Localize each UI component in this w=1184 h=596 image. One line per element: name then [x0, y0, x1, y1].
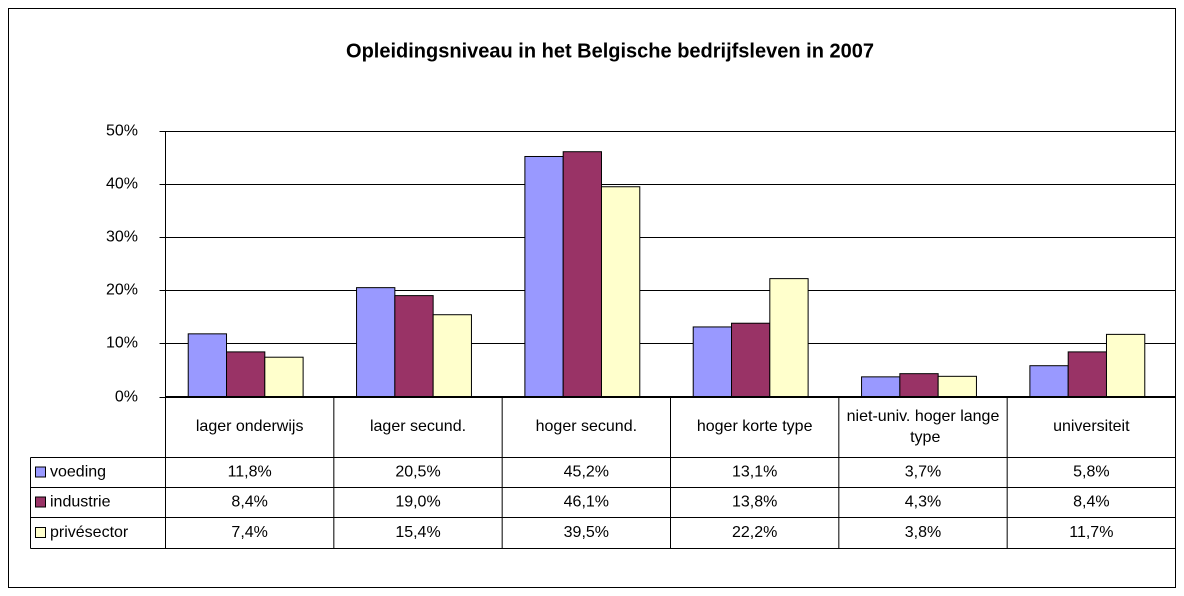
- table-value: 8,4%: [231, 494, 267, 511]
- table-value: 4,3%: [905, 494, 941, 511]
- x-tick-label: hoger secund.: [536, 418, 637, 435]
- table-value: 3,7%: [905, 464, 941, 481]
- bar: [692, 326, 733, 397]
- y-tick-label: 0%: [115, 389, 138, 406]
- table-value: 19,0%: [395, 494, 440, 511]
- table-value: 8,4%: [1073, 494, 1109, 511]
- y-tick-label: 10%: [106, 335, 138, 352]
- y-tick-label: 40%: [106, 176, 138, 193]
- bar: [600, 186, 641, 397]
- table-value: 15,4%: [395, 524, 440, 541]
- bar: [861, 376, 901, 397]
- table-value: 39,5%: [564, 524, 609, 541]
- legend-key: [35, 466, 46, 478]
- table-value: 11,7%: [1069, 524, 1113, 541]
- table-value: 5,8%: [1073, 464, 1109, 481]
- x-tick-label: niet-univ. hoger lange type: [847, 408, 1000, 446]
- legend-key: [35, 527, 46, 538]
- bar: [1067, 351, 1107, 397]
- bar: [394, 295, 434, 397]
- legend-label: industrie: [50, 494, 111, 511]
- y-tick-label: 30%: [106, 229, 138, 246]
- table-value: 45,2%: [564, 464, 609, 481]
- bar: [731, 322, 771, 397]
- bar: [1029, 365, 1069, 397]
- table-value: 7,4%: [231, 524, 267, 541]
- x-tick-label: hoger korte type: [697, 418, 813, 435]
- bar: [264, 356, 304, 397]
- legend-label: privésector: [50, 524, 129, 541]
- chart-title: Opleidingsniveau in het Belgische bedrij…: [346, 40, 874, 62]
- bar: [562, 151, 602, 397]
- bar: [187, 333, 228, 398]
- table-value: 13,1%: [732, 464, 777, 481]
- bar: [769, 278, 809, 398]
- table-value: 22,2%: [732, 524, 777, 541]
- y-tick-label: 50%: [106, 123, 138, 140]
- x-tick-label: universiteit: [1053, 418, 1130, 435]
- bar: [432, 314, 472, 398]
- bar: [226, 351, 266, 397]
- bar: [1105, 333, 1146, 397]
- x-tick-label: lager secund.: [370, 418, 466, 435]
- bar: [937, 375, 977, 397]
- table-value: 3,8%: [905, 524, 941, 541]
- bar: [356, 287, 396, 397]
- table-value: 46,1%: [564, 494, 609, 511]
- legend-key: [35, 496, 46, 508]
- bar: [899, 373, 939, 397]
- x-tick-label: lager onderwijs: [196, 418, 304, 435]
- table-value: 20,5%: [395, 464, 440, 481]
- bar: [524, 155, 564, 397]
- table-value: 13,8%: [732, 494, 777, 511]
- legend-label: voeding: [50, 464, 106, 481]
- table-value: 11,8%: [228, 464, 272, 481]
- y-tick-label: 20%: [106, 282, 138, 299]
